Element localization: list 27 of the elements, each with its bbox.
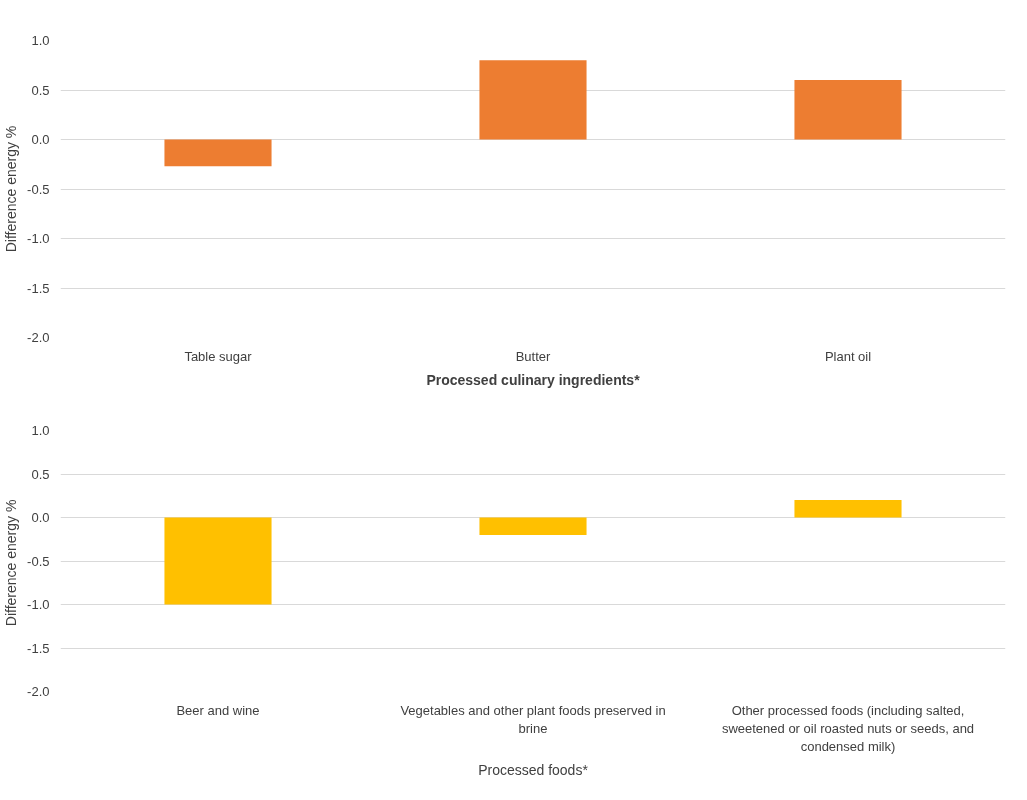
y-tick-label: -2.0 <box>27 684 50 699</box>
x-tick-label: Plant oil <box>824 348 872 364</box>
y-tick-label: -0.5 <box>27 553 50 569</box>
x-tick-label: Other processed foods (including salted, sweetened or oil roasted nuts or seeds, and condensed milk) <box>721 702 975 754</box>
x-tick-label: Vegetables and other plant foods preserved in brine <box>400 702 666 736</box>
y-tick-label: -1.0 <box>27 597 50 612</box>
y-tick-label: 1.0 <box>31 423 50 438</box>
y-axis-title: Difference energy % <box>3 499 20 627</box>
bar <box>479 60 587 140</box>
x-axis-title: Processed culinary ingredients* <box>426 371 641 388</box>
y-tick-label: 0.0 <box>31 510 50 525</box>
y-tick-label: 0.5 <box>31 466 50 482</box>
x-tick-label: Beer and wine <box>176 702 260 718</box>
y-tick-label: 1.0 <box>31 33 50 48</box>
y-tick-label: -2.0 <box>27 330 50 345</box>
y-tick-label: -0.5 <box>27 181 50 197</box>
y-tick-label: -1.0 <box>27 231 50 246</box>
y-axis-title: Difference energy % <box>3 125 20 253</box>
y-tick-label: -1.5 <box>27 640 50 656</box>
x-tick-label: Table sugar <box>184 348 253 364</box>
y-tick-label: 0.0 <box>31 132 50 147</box>
y-tick-label: -1.5 <box>27 280 50 296</box>
x-axis-title: Processed foods* <box>478 761 589 778</box>
y-tick-label: 0.5 <box>31 82 50 98</box>
bar <box>794 80 902 140</box>
bar <box>164 139 272 167</box>
x-tick-label: Butter <box>515 348 552 364</box>
